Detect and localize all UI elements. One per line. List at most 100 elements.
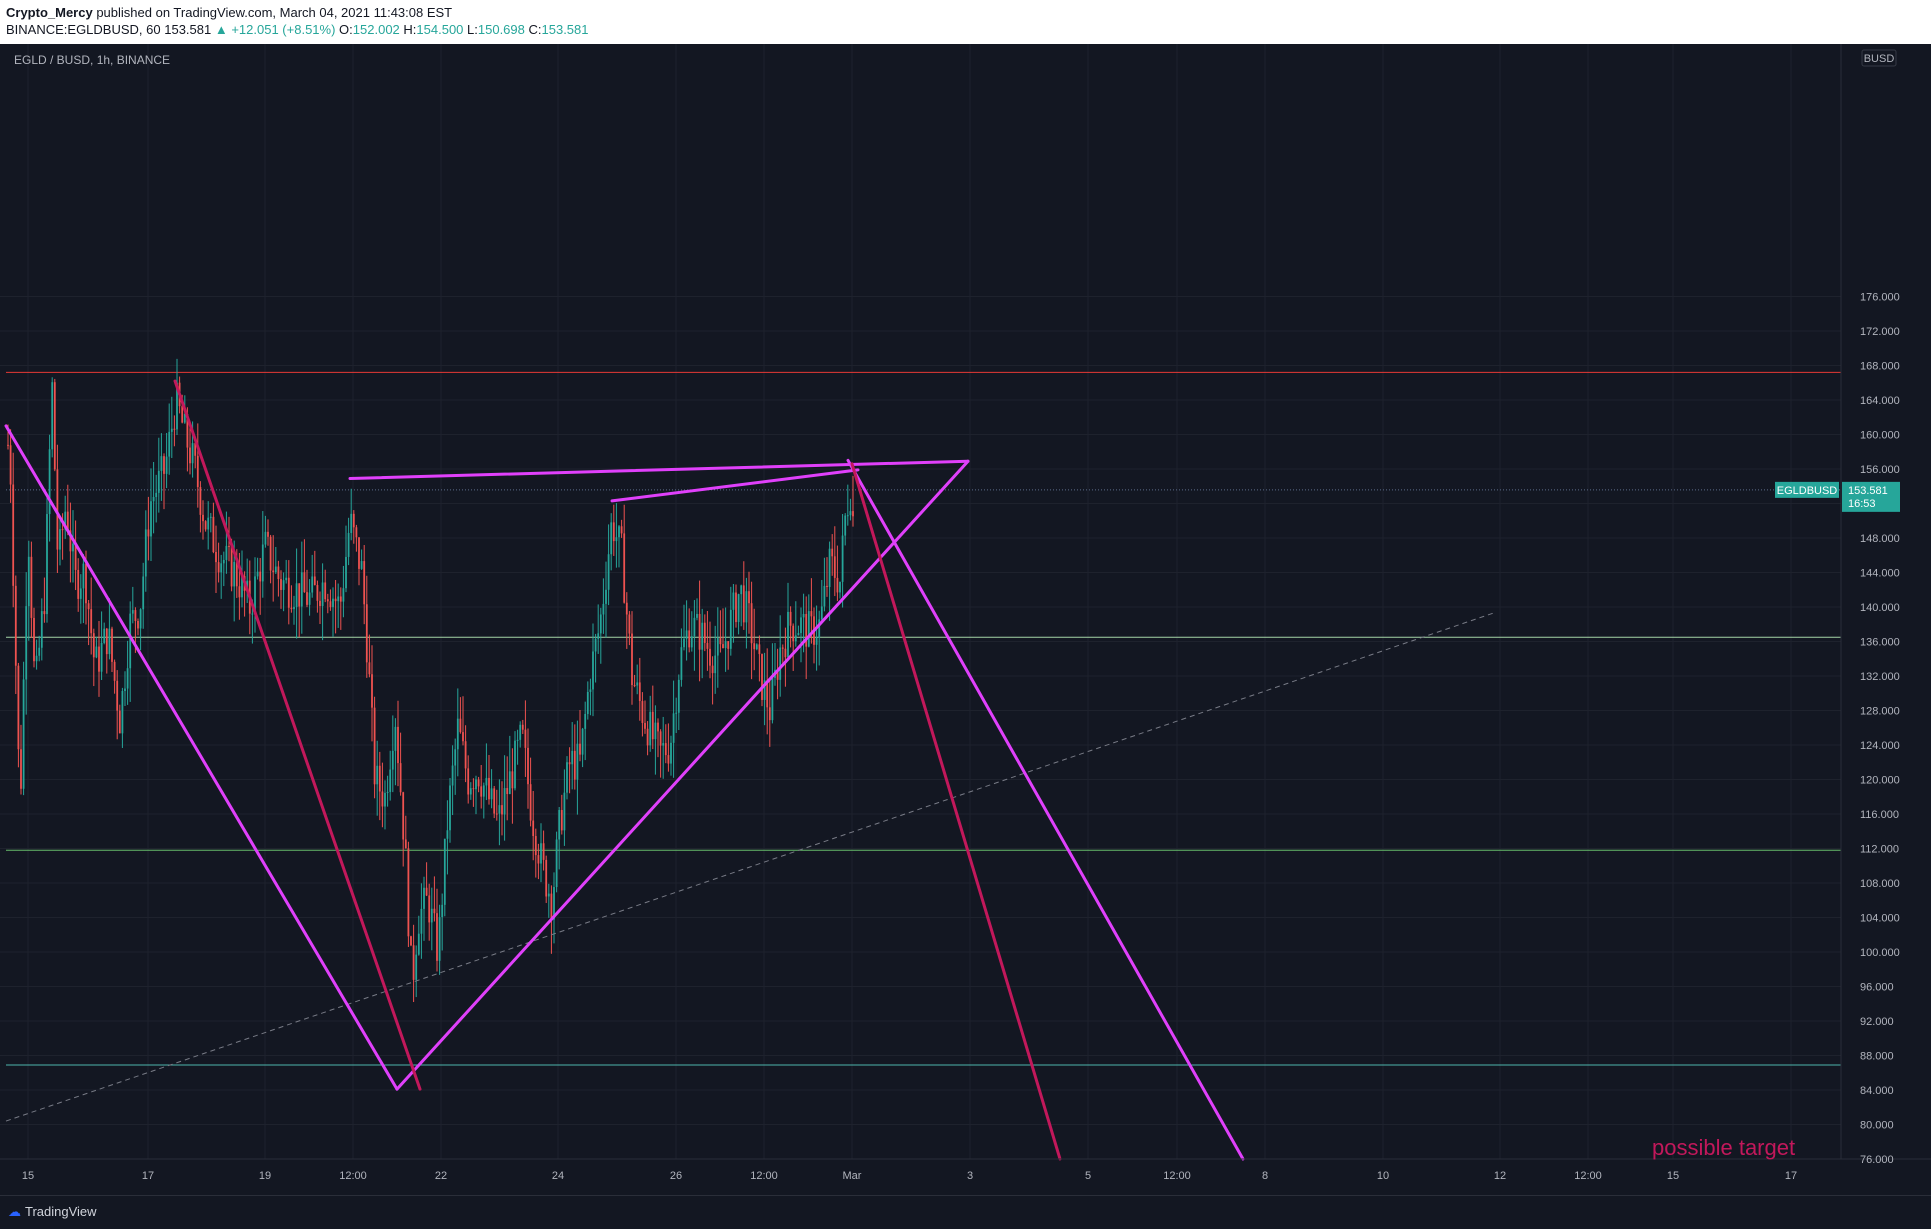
y-tick-label: 172.000: [1860, 326, 1900, 338]
candle-body: [7, 444, 9, 446]
price-chart[interactable]: 176.000 172.000 168.000 164.000 160.000 156.0…: [0, 44, 1931, 1195]
candle-body: [716, 638, 719, 656]
candle-body: [108, 628, 111, 655]
y-tick-label: 148.000: [1860, 533, 1900, 545]
candle-body: [560, 810, 563, 831]
candle-body: [235, 561, 238, 587]
x-tick-label: 12: [1494, 1170, 1506, 1182]
y-tick-label: 120.000: [1860, 775, 1900, 787]
candle-body: [233, 561, 236, 587]
candle-body: [59, 529, 61, 550]
candle-body: [33, 617, 35, 662]
candle-body: [618, 526, 620, 538]
y-tick-label: 112.000: [1860, 844, 1899, 856]
candle-body: [664, 743, 667, 756]
close-value: 153.581: [541, 22, 589, 37]
y-tick-label: 88.000: [1860, 1051, 1894, 1063]
candle-body: [451, 765, 454, 786]
y-tick-label: 124.000: [1860, 740, 1900, 752]
x-tick-label: 10: [1377, 1170, 1389, 1182]
tradingview-logo[interactable]: ☁ TradingView: [8, 1204, 97, 1220]
candle-body: [545, 859, 548, 897]
x-tick-label: 5: [1085, 1170, 1091, 1182]
currency-badge[interactable]: BUSD: [1864, 53, 1895, 65]
candle-body: [779, 647, 782, 680]
open-value: 152.002: [352, 22, 400, 37]
author-name[interactable]: Crypto_Mercy: [6, 5, 93, 20]
candle-body: [761, 654, 763, 700]
candle-body: [371, 674, 373, 708]
horizontal-levels: [6, 371, 1841, 1066]
candle-body: [638, 682, 641, 702]
candle-body: [519, 724, 522, 740]
y-tick-label: 156.000: [1860, 464, 1900, 476]
x-tick-label: 19: [259, 1170, 271, 1182]
candle-body: [672, 713, 675, 743]
candle-body: [433, 908, 436, 914]
candle-body: [402, 792, 405, 840]
candle-body: [324, 582, 327, 600]
candle-body: [254, 576, 256, 614]
candle-body: [87, 603, 90, 610]
candle-body: [155, 492, 158, 498]
candle-body: [228, 545, 230, 547]
candle-body: [454, 749, 457, 766]
candle-body: [729, 609, 732, 649]
candle-body: [176, 382, 178, 430]
candle-body: [472, 788, 475, 790]
candle-body: [82, 563, 85, 589]
candle-body: [727, 641, 730, 649]
candle-body: [475, 779, 477, 790]
publish-info: Crypto_Mercy published on TradingView.co…: [6, 5, 452, 20]
candle-body: [688, 630, 691, 648]
candle-body: [183, 413, 186, 423]
candle-body: [66, 511, 69, 531]
time-axis[interactable]: 15 17 19 12:00 22 24 26 12:00 Mar 3 5 12:00 8 10 12 12:…: [22, 1170, 1797, 1182]
drawn-trendlines[interactable]: [4, 379, 1497, 1161]
candle-body: [157, 470, 160, 493]
drawn-trendline: [173, 379, 422, 1091]
candle-body: [776, 669, 779, 680]
high-label: H:: [403, 22, 417, 37]
candle-body: [696, 613, 698, 618]
y-tick-label: 104.000: [1860, 913, 1900, 925]
symbol-line: BINANCE:EGLDBUSD, 60: [6, 22, 161, 37]
candle-body: [667, 755, 670, 764]
candle-body: [417, 933, 420, 955]
candle-body: [376, 765, 379, 785]
candle-body: [20, 749, 22, 789]
candle-body: [298, 583, 301, 607]
candle-body: [586, 691, 589, 714]
candle-body: [202, 514, 204, 522]
x-tick-label: 24: [552, 1170, 564, 1182]
price-tag-value: 153.581: [1848, 485, 1888, 497]
drawn-trendline: [846, 458, 1245, 1161]
candle-body: [768, 707, 771, 721]
x-tick-label: 12:00: [1163, 1170, 1191, 1182]
candle-body: [792, 625, 795, 642]
candle-body: [646, 728, 649, 746]
y-tick-label: 76.000: [1860, 1154, 1894, 1166]
candle-body: [703, 622, 706, 643]
candle-body: [238, 586, 241, 598]
candle-body: [675, 712, 678, 714]
x-tick-label: 17: [1785, 1170, 1797, 1182]
candle-body: [207, 517, 210, 530]
open-label: O:: [339, 22, 353, 37]
candle-body: [833, 556, 836, 578]
candle-body: [719, 638, 722, 645]
candle-body: [399, 763, 402, 793]
candle-body: [826, 585, 828, 588]
candle-body: [459, 718, 462, 733]
candle-body: [737, 594, 740, 623]
price-tag-countdown: 16:53: [1848, 498, 1876, 510]
candle-body: [394, 726, 397, 751]
candle-body: [732, 592, 735, 610]
high-value: 154.500: [416, 22, 464, 37]
candle-body: [129, 613, 132, 669]
candle-body: [568, 762, 571, 765]
ohlc-line: BINANCE:EGLDBUSD, 60 153.581 ▲ +12.051 (…: [6, 22, 589, 37]
candle-body: [124, 688, 126, 692]
candle-body: [98, 646, 100, 672]
price-axis[interactable]: 176.000 172.000 168.000 164.000 160.000 156.0…: [1860, 292, 1900, 1167]
